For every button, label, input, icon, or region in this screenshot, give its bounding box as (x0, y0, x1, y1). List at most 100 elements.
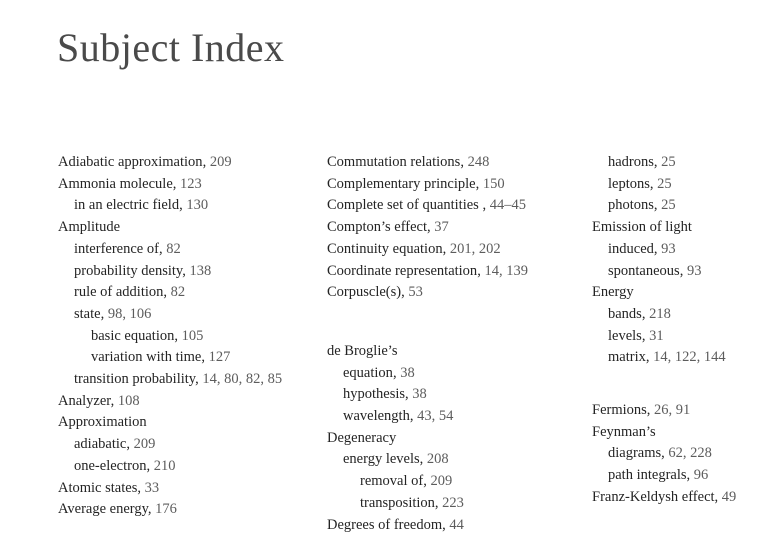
index-entry: Average energy, 176 (58, 501, 177, 518)
entry-label: Franz-Keldysh effect (592, 488, 715, 505)
entry-label: Coordinate representation (327, 262, 478, 279)
entry-label: basic equation (91, 327, 175, 344)
index-entry: Energy (592, 282, 761, 304)
entry-pages: 14, 139 (484, 262, 528, 279)
index-entry: hypothesis, 38 (343, 386, 427, 403)
index-entry: interference of, 82 (74, 240, 181, 257)
index-entry: probability density, 138 (74, 262, 212, 279)
entry-label: matrix (608, 349, 646, 366)
entry-label: Analyzer (58, 392, 111, 409)
index-entry: diagrams, 62, 228 (608, 445, 712, 462)
index-entry: Ammonia molecule, 123 (58, 175, 202, 192)
index-entry: Feynman’s (592, 422, 761, 444)
index-entry: Continuity equation, 201, 202 (327, 240, 501, 257)
entry-label: Commutation relations (327, 154, 461, 170)
entry-pages: 93 (686, 262, 702, 279)
index-entry: adiabatic, 209 (74, 436, 156, 453)
entry-label: Feynman’s (592, 423, 656, 440)
index-entry: photons, 25 (608, 197, 676, 214)
entry-pages: 150 (482, 175, 505, 192)
entry-pages: 130 (186, 197, 209, 214)
index-entry: hadrons, 25 (608, 154, 676, 170)
index-entry: one-electron, 210 (74, 457, 176, 474)
entry-pages: 201, 202 (449, 240, 501, 257)
index-column-2: Commutation relations, 248 Complementary … (327, 152, 585, 536)
entry-pages: 208 (426, 451, 449, 468)
index-entry: in an electric field, 130 (74, 197, 209, 214)
index-entry: removal of, 209 (360, 473, 453, 490)
entry-pages: 14, 80, 82, 85 (202, 371, 283, 388)
entry-label: Atomic states (58, 479, 138, 496)
entry-label: photons (608, 197, 654, 214)
index-entry: Degeneracy (327, 428, 585, 450)
entry-label: Complete set of quantities (327, 197, 483, 214)
index-entry: path integrals, 96 (608, 467, 709, 484)
index-entry: Emission of light (592, 217, 761, 239)
entry-pages: 31 (649, 327, 664, 344)
index-column-3: hadrons, 25 leptons, 25 photons, 25 Emissio… (592, 152, 761, 509)
index-entry: levels, 31 (608, 327, 664, 344)
entry-pages: 44–45 (489, 197, 526, 214)
entry-label: leptons (608, 175, 650, 192)
entry-label: Degrees of freedom (327, 516, 443, 533)
entry-label: spontaneous (608, 262, 680, 279)
entry-label: Average energy (58, 501, 148, 518)
entry-label: energy levels (343, 451, 420, 468)
index-entry: basic equation, 105 (91, 327, 204, 344)
index-entry: Coordinate representation, 14, 139 (327, 262, 528, 279)
entry-pages: 98, 106 (107, 305, 152, 322)
entry-pages: 108 (117, 392, 140, 409)
entry-label: rule of addition (74, 284, 164, 301)
entry-pages: 62, 228 (668, 445, 712, 462)
index-entry: Adiabatic approximation, 209 (58, 154, 232, 170)
entry-label: Corpuscle(s) (327, 284, 402, 301)
entry-pages: 210 (153, 457, 176, 474)
page-title: Subject Index (57, 25, 285, 70)
entry-pages: 38 (400, 364, 415, 381)
index-entry: transposition, 223 (360, 494, 464, 511)
entry-pages: 209 (209, 154, 232, 170)
entry-label: Compton’s effect (327, 219, 428, 236)
index-entry: Fermions, 26, 91 (592, 402, 691, 419)
index-entry: matrix, 14, 122, 144 (608, 349, 726, 366)
index-entry: Franz-Keldysh effect, 49 (592, 488, 737, 505)
entry-pages: 25 (657, 175, 672, 192)
entry-pages: 218 (649, 305, 671, 322)
entry-pages: 105 (181, 327, 204, 344)
entry-label: diagrams (608, 445, 662, 462)
entry-label: state (74, 305, 101, 322)
entry-pages: 14, 122, 144 (653, 349, 726, 366)
index-entry: state, 98, 106 (74, 305, 152, 322)
index-entry: Compton’s effect, 37 (327, 219, 449, 236)
entry-pages: 44 (449, 516, 464, 533)
index-entry: Complete set of quantities , 44–45 (327, 197, 526, 214)
entry-label: probability density (74, 262, 183, 279)
entry-label: Ammonia molecule (58, 175, 173, 192)
index-entry: Approximation (58, 412, 320, 434)
index-column-1: Adiabatic approximation, 209 Ammonia mole… (58, 152, 320, 521)
index-entry: Corpuscle(s), 53 (327, 284, 423, 301)
entry-pages: 248 (467, 154, 490, 170)
entry-label: Adiabatic approximation (58, 154, 203, 170)
entry-pages: 25 (661, 154, 676, 170)
entry-label: removal of (360, 473, 424, 490)
entry-pages: 53 (408, 284, 423, 301)
index-entry: spontaneous, 93 (608, 262, 702, 279)
index-entry: Commutation relations, 248 (327, 154, 490, 170)
index-entry: leptons, 25 (608, 175, 672, 192)
index-entry: Complementary principle, 150 (327, 175, 505, 192)
index-entry: induced, 93 (608, 240, 676, 257)
entry-pages: 138 (189, 262, 212, 279)
entry-label: in an electric field (74, 197, 180, 214)
entry-pages: 37 (434, 219, 449, 236)
entry-label: hypothesis (343, 386, 406, 403)
index-entry: de Broglie’s (327, 341, 585, 363)
entry-pages: 96 (693, 467, 709, 484)
entry-pages: 49 (721, 488, 737, 505)
entry-label: levels (608, 327, 642, 344)
entry-pages: 33 (144, 479, 160, 496)
entry-label: Continuity equation (327, 240, 443, 257)
entry-pages: 93 (661, 240, 676, 257)
entry-label: hadrons (608, 154, 654, 170)
